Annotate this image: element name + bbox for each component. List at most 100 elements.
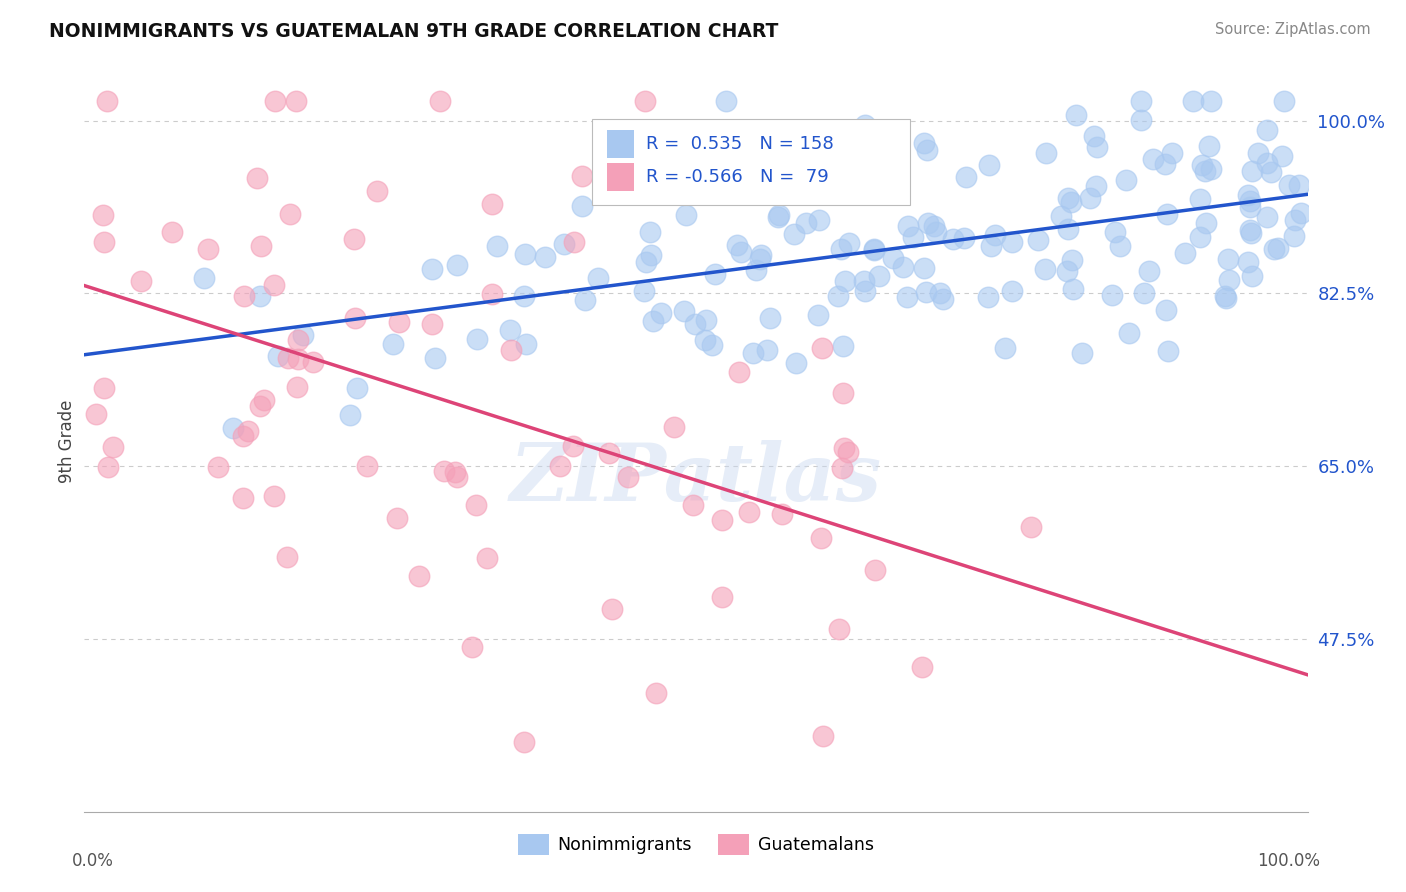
Point	[193, 271, 215, 285]
Point	[93, 381, 115, 395]
Point	[747, 179, 769, 194]
Point	[725, 238, 748, 252]
Text: 100.0%: 100.0%	[1257, 853, 1320, 871]
Point	[700, 338, 723, 352]
FancyBboxPatch shape	[592, 120, 910, 204]
Point	[232, 289, 254, 303]
Point	[1213, 289, 1236, 303]
Text: 0.0%: 0.0%	[72, 853, 114, 871]
Point	[131, 274, 153, 288]
Point	[783, 227, 806, 242]
Point	[710, 590, 733, 604]
Point	[1154, 302, 1177, 317]
Point	[1174, 245, 1197, 260]
Point	[634, 255, 657, 269]
Point	[1218, 273, 1240, 287]
Text: R = -0.566   N =  79: R = -0.566 N = 79	[645, 169, 828, 186]
Point	[1216, 252, 1239, 266]
Point	[232, 491, 254, 506]
Point	[1064, 108, 1087, 122]
Point	[744, 262, 766, 277]
Point	[863, 242, 886, 256]
Point	[1240, 268, 1263, 283]
Point	[1239, 194, 1261, 209]
Point	[1084, 179, 1107, 194]
Point	[1137, 264, 1160, 278]
Point	[912, 136, 935, 150]
Point	[381, 337, 404, 351]
Point	[385, 510, 408, 524]
Point	[831, 339, 853, 353]
Point	[477, 551, 499, 566]
Point	[1239, 222, 1261, 236]
Point	[1239, 226, 1261, 240]
Point	[827, 288, 849, 302]
Point	[640, 225, 662, 239]
Point	[768, 208, 790, 222]
Point	[716, 94, 738, 108]
Point	[267, 349, 290, 363]
Point	[882, 251, 904, 265]
Point	[464, 498, 486, 512]
Point	[91, 208, 114, 222]
Point	[641, 314, 664, 328]
Point	[586, 271, 609, 285]
Point	[1195, 216, 1218, 230]
Point	[1056, 263, 1078, 277]
Point	[292, 328, 315, 343]
Point	[302, 355, 325, 369]
Point	[695, 312, 717, 326]
Legend: Nonimmigrants, Guatemalans: Nonimmigrants, Guatemalans	[510, 827, 882, 863]
Point	[675, 208, 697, 222]
Point	[1060, 195, 1083, 210]
Point	[952, 230, 974, 244]
Point	[1247, 146, 1270, 161]
Point	[901, 229, 924, 244]
Point	[1240, 164, 1263, 178]
Point	[1062, 282, 1084, 296]
Point	[828, 623, 851, 637]
Point	[831, 461, 853, 475]
Point	[727, 365, 749, 379]
Point	[276, 550, 298, 565]
Point	[645, 686, 668, 700]
Point	[249, 289, 271, 303]
Point	[263, 490, 285, 504]
Point	[793, 149, 815, 163]
Point	[813, 159, 835, 173]
Point	[925, 226, 948, 240]
Point	[1263, 242, 1285, 256]
Point	[1083, 128, 1105, 143]
Point	[808, 213, 831, 227]
Point	[1085, 140, 1108, 154]
Point	[1237, 254, 1260, 268]
Point	[96, 94, 118, 108]
Point	[1000, 284, 1022, 298]
Text: ZIPatlas: ZIPatlas	[510, 440, 882, 517]
Point	[984, 227, 1007, 242]
Point	[598, 445, 620, 459]
Point	[838, 235, 860, 250]
Point	[640, 248, 662, 262]
Point	[650, 306, 672, 320]
Point	[682, 499, 704, 513]
Point	[1118, 326, 1140, 340]
Point	[485, 239, 508, 253]
Point	[1256, 155, 1278, 169]
Point	[785, 356, 807, 370]
Point	[811, 730, 834, 744]
Point	[837, 444, 859, 458]
Point	[1078, 191, 1101, 205]
Point	[571, 169, 593, 183]
Point	[1189, 230, 1212, 244]
Point	[1215, 291, 1237, 305]
Point	[942, 231, 965, 245]
Point	[1289, 206, 1312, 220]
Point	[664, 420, 686, 434]
Bar	[606, 130, 634, 158]
Point	[277, 351, 299, 365]
Point	[481, 197, 503, 211]
Point	[1070, 346, 1092, 360]
Point	[499, 323, 522, 337]
Point	[1199, 161, 1222, 176]
